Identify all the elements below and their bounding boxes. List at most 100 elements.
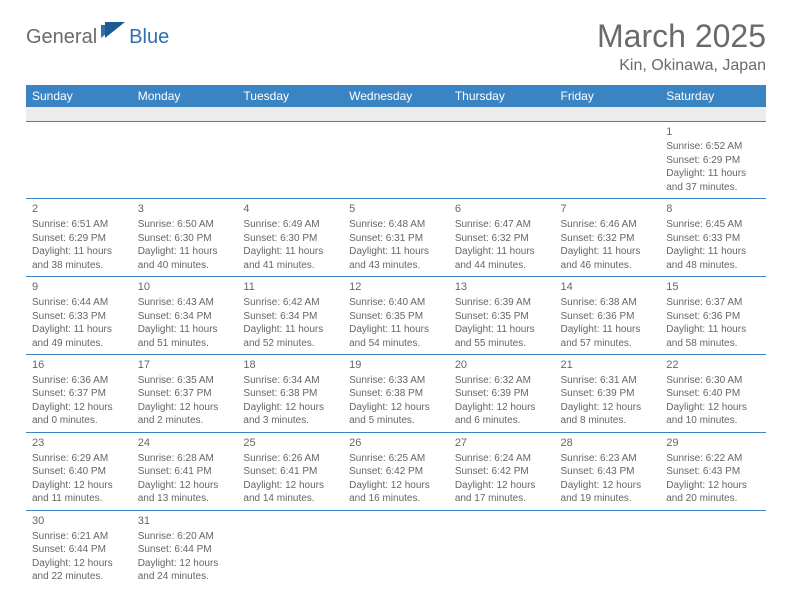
day-number: 18	[243, 358, 337, 373]
calendar-cell: 14Sunrise: 6:38 AMSunset: 6:36 PMDayligh…	[555, 277, 661, 355]
sunset-line: Sunset: 6:41 PM	[138, 465, 232, 479]
daylight-line: Daylight: 12 hours and 20 minutes.	[666, 479, 760, 506]
calendar-cell: 22Sunrise: 6:30 AMSunset: 6:40 PMDayligh…	[660, 355, 766, 433]
daylight-line: Daylight: 12 hours and 16 minutes.	[349, 479, 443, 506]
day-number: 16	[32, 358, 126, 373]
sunset-line: Sunset: 6:32 PM	[561, 232, 655, 246]
sunrise-line: Sunrise: 6:24 AM	[455, 452, 549, 466]
logo: General Blue	[26, 22, 169, 53]
day-number: 5	[349, 202, 443, 217]
sunset-line: Sunset: 6:29 PM	[32, 232, 126, 246]
calendar-cell: 31Sunrise: 6:20 AMSunset: 6:44 PMDayligh…	[132, 510, 238, 587]
calendar-cell	[449, 121, 555, 199]
dayname-tue: Tuesday	[237, 85, 343, 107]
dayname-sat: Saturday	[660, 85, 766, 107]
sunrise-line: Sunrise: 6:51 AM	[32, 218, 126, 232]
daylight-line: Daylight: 11 hours and 54 minutes.	[349, 323, 443, 350]
sunset-line: Sunset: 6:33 PM	[666, 232, 760, 246]
calendar-cell: 30Sunrise: 6:21 AMSunset: 6:44 PMDayligh…	[26, 510, 132, 587]
day-number: 27	[455, 436, 549, 451]
day-number: 28	[561, 436, 655, 451]
sunset-line: Sunset: 6:30 PM	[243, 232, 337, 246]
day-number: 31	[138, 514, 232, 529]
day-number: 10	[138, 280, 232, 295]
sunrise-line: Sunrise: 6:47 AM	[455, 218, 549, 232]
calendar-cell	[555, 121, 661, 199]
sunrise-line: Sunrise: 6:42 AM	[243, 296, 337, 310]
calendar-row: 1Sunrise: 6:52 AMSunset: 6:29 PMDaylight…	[26, 121, 766, 199]
dayname-mon: Monday	[132, 85, 238, 107]
day-number: 15	[666, 280, 760, 295]
calendar-cell: 24Sunrise: 6:28 AMSunset: 6:41 PMDayligh…	[132, 432, 238, 510]
calendar-cell	[343, 121, 449, 199]
calendar-cell: 21Sunrise: 6:31 AMSunset: 6:39 PMDayligh…	[555, 355, 661, 433]
sunrise-line: Sunrise: 6:49 AM	[243, 218, 337, 232]
dayname-wed: Wednesday	[343, 85, 449, 107]
calendar-cell: 9Sunrise: 6:44 AMSunset: 6:33 PMDaylight…	[26, 277, 132, 355]
daylight-line: Daylight: 11 hours and 46 minutes.	[561, 245, 655, 272]
daylight-line: Daylight: 11 hours and 41 minutes.	[243, 245, 337, 272]
daylight-line: Daylight: 12 hours and 2 minutes.	[138, 401, 232, 428]
daylight-line: Daylight: 12 hours and 11 minutes.	[32, 479, 126, 506]
calendar-cell: 1Sunrise: 6:52 AMSunset: 6:29 PMDaylight…	[660, 121, 766, 199]
sunset-line: Sunset: 6:29 PM	[666, 154, 760, 168]
day-number: 6	[455, 202, 549, 217]
location: Kin, Okinawa, Japan	[597, 57, 766, 75]
day-number: 19	[349, 358, 443, 373]
sunrise-line: Sunrise: 6:52 AM	[666, 140, 760, 154]
sunset-line: Sunset: 6:38 PM	[243, 387, 337, 401]
day-number: 14	[561, 280, 655, 295]
calendar-cell: 27Sunrise: 6:24 AMSunset: 6:42 PMDayligh…	[449, 432, 555, 510]
daylight-line: Daylight: 12 hours and 8 minutes.	[561, 401, 655, 428]
daylight-line: Daylight: 11 hours and 40 minutes.	[138, 245, 232, 272]
sunrise-line: Sunrise: 6:23 AM	[561, 452, 655, 466]
sunset-line: Sunset: 6:30 PM	[138, 232, 232, 246]
month-title: March 2025	[597, 18, 766, 55]
daylight-line: Daylight: 11 hours and 52 minutes.	[243, 323, 337, 350]
day-number: 24	[138, 436, 232, 451]
calendar-cell: 13Sunrise: 6:39 AMSunset: 6:35 PMDayligh…	[449, 277, 555, 355]
sunset-line: Sunset: 6:36 PM	[666, 310, 760, 324]
sunrise-line: Sunrise: 6:20 AM	[138, 530, 232, 544]
calendar-cell: 10Sunrise: 6:43 AMSunset: 6:34 PMDayligh…	[132, 277, 238, 355]
daylight-line: Daylight: 11 hours and 37 minutes.	[666, 167, 760, 194]
sunrise-line: Sunrise: 6:31 AM	[561, 374, 655, 388]
calendar-cell: 19Sunrise: 6:33 AMSunset: 6:38 PMDayligh…	[343, 355, 449, 433]
daylight-line: Daylight: 11 hours and 43 minutes.	[349, 245, 443, 272]
daylight-line: Daylight: 11 hours and 44 minutes.	[455, 245, 549, 272]
blank-row	[26, 107, 766, 121]
calendar-cell	[237, 510, 343, 587]
sunset-line: Sunset: 6:42 PM	[349, 465, 443, 479]
day-number: 11	[243, 280, 337, 295]
day-number: 30	[32, 514, 126, 529]
calendar-cell: 18Sunrise: 6:34 AMSunset: 6:38 PMDayligh…	[237, 355, 343, 433]
sunrise-line: Sunrise: 6:36 AM	[32, 374, 126, 388]
day-number: 26	[349, 436, 443, 451]
daylight-line: Daylight: 11 hours and 55 minutes.	[455, 323, 549, 350]
calendar-cell	[555, 510, 661, 587]
day-number: 23	[32, 436, 126, 451]
sunset-line: Sunset: 6:37 PM	[138, 387, 232, 401]
sunrise-line: Sunrise: 6:35 AM	[138, 374, 232, 388]
sunset-line: Sunset: 6:32 PM	[455, 232, 549, 246]
sunrise-line: Sunrise: 6:40 AM	[349, 296, 443, 310]
sunrise-line: Sunrise: 6:48 AM	[349, 218, 443, 232]
calendar-cell: 26Sunrise: 6:25 AMSunset: 6:42 PMDayligh…	[343, 432, 449, 510]
day-number: 7	[561, 202, 655, 217]
daylight-line: Daylight: 12 hours and 13 minutes.	[138, 479, 232, 506]
calendar-cell: 17Sunrise: 6:35 AMSunset: 6:37 PMDayligh…	[132, 355, 238, 433]
sunset-line: Sunset: 6:36 PM	[561, 310, 655, 324]
sunrise-line: Sunrise: 6:33 AM	[349, 374, 443, 388]
day-number: 29	[666, 436, 760, 451]
day-number: 13	[455, 280, 549, 295]
header: General Blue March 2025 Kin, Okinawa, Ja…	[26, 18, 766, 75]
sunrise-line: Sunrise: 6:22 AM	[666, 452, 760, 466]
sunrise-line: Sunrise: 6:32 AM	[455, 374, 549, 388]
logo-text-general: General	[26, 26, 97, 49]
sunset-line: Sunset: 6:35 PM	[455, 310, 549, 324]
sunset-line: Sunset: 6:43 PM	[666, 465, 760, 479]
day-number: 3	[138, 202, 232, 217]
calendar-table: Sunday Monday Tuesday Wednesday Thursday…	[26, 85, 766, 588]
daylight-line: Daylight: 12 hours and 5 minutes.	[349, 401, 443, 428]
sunset-line: Sunset: 6:44 PM	[138, 543, 232, 557]
